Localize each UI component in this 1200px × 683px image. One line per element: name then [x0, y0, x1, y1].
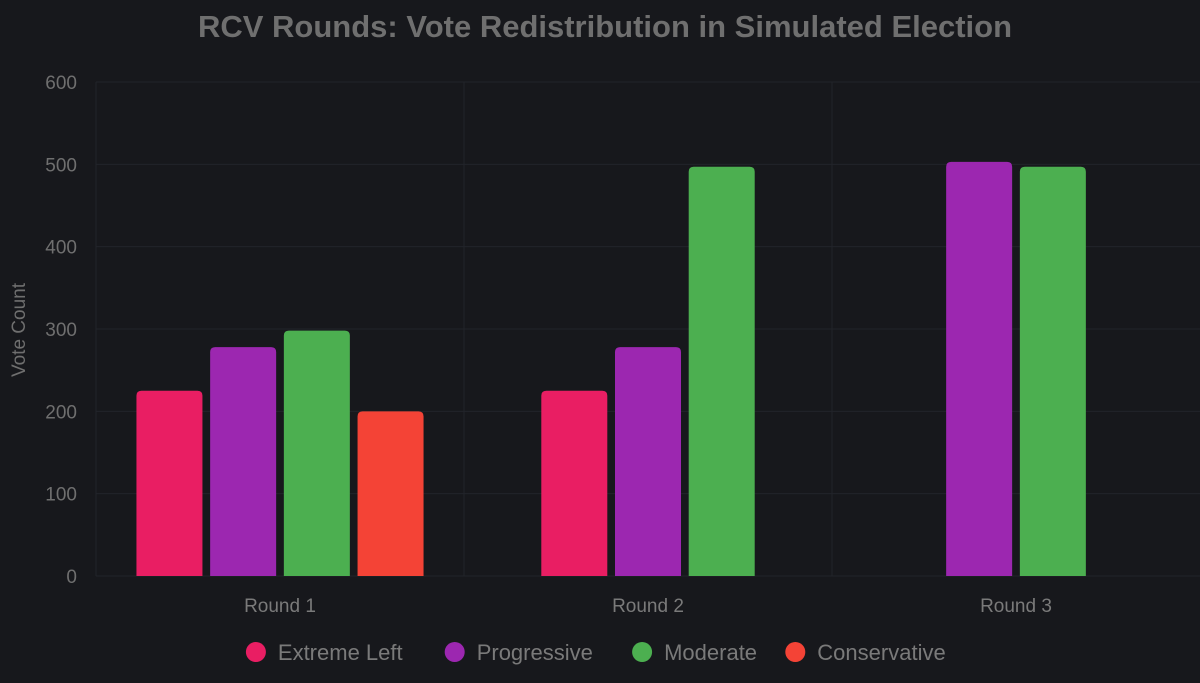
y-tick-label: 600	[45, 73, 77, 94]
bar-moderate-round-1[interactable]	[283, 330, 350, 576]
y-axis-ticks: 0 100 200 300 400 500 600	[45, 73, 77, 588]
y-tick-label: 400	[45, 238, 77, 259]
bar-moderate-round-3[interactable]	[1019, 166, 1086, 576]
legend-swatch	[245, 642, 266, 662]
legend-item-progressive[interactable]: Progressive	[444, 640, 593, 665]
x-axis-ticks: Round 1 Round 2 Round 3	[244, 596, 1052, 617]
y-axis-label: Vote Count	[9, 282, 30, 377]
bars	[136, 161, 1086, 576]
legend-swatch	[444, 642, 465, 662]
y-tick-label: 100	[45, 485, 77, 506]
x-tick-label: Round 2	[612, 596, 684, 617]
y-tick-label: 200	[45, 402, 77, 423]
y-tick-label: 0	[66, 567, 77, 588]
legend-item-moderate[interactable]: Moderate	[632, 640, 757, 665]
legend-item-conservative[interactable]: Conservative	[785, 640, 946, 665]
bar-moderate-round-2[interactable]	[688, 166, 755, 576]
legend-label: Conservative	[817, 640, 945, 665]
legend[interactable]: Extreme Left Progressive Moderate Conservat…	[245, 640, 946, 665]
legend-swatch	[632, 642, 653, 662]
bar-progressive-round-2[interactable]	[615, 347, 681, 576]
legend-item-extreme-left[interactable]: Extreme Left	[245, 640, 403, 665]
bar-extreme-left-round-2[interactable]	[541, 390, 608, 576]
x-tick-label: Round 3	[980, 596, 1052, 617]
y-tick-label: 500	[45, 155, 77, 176]
legend-label: Progressive	[477, 640, 593, 665]
bar-extreme-left-round-1[interactable]	[136, 390, 203, 576]
bar-progressive-round-3[interactable]	[946, 161, 1013, 576]
legend-label: Extreme Left	[278, 640, 403, 665]
legend-label: Moderate	[664, 640, 757, 665]
chart-title: RCV Rounds: Vote Redistribution in Simul…	[198, 9, 1012, 44]
bar-conservative-round-1[interactable]	[357, 411, 424, 576]
x-tick-label: Round 1	[244, 596, 316, 617]
legend-swatch	[785, 642, 806, 662]
bar-progressive-round-1[interactable]	[210, 347, 277, 576]
y-tick-label: 300	[45, 320, 77, 341]
